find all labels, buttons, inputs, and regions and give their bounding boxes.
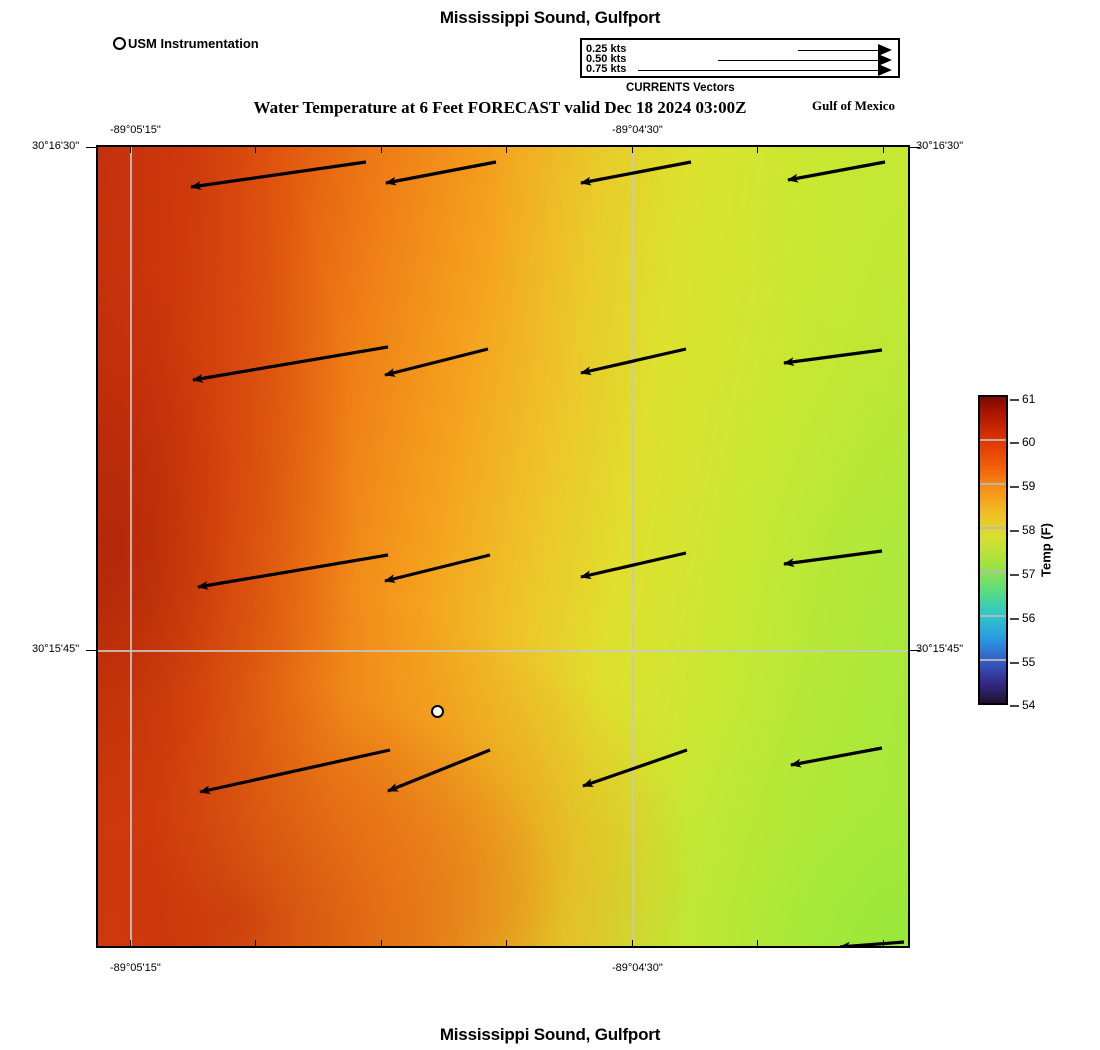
currents-legend-shaft [718, 60, 878, 61]
axis-tick-bottom [757, 940, 758, 946]
axis-tick-top [506, 147, 507, 153]
footer-title: Mississippi Sound, Gulfport [439, 1025, 661, 1044]
page-title: Mississippi Sound, Gulfport [439, 8, 661, 27]
colorbar-title: Temp (F) [1038, 523, 1054, 577]
currents-legend-row: 0.50 kts [582, 53, 902, 66]
axis-tick-top [255, 147, 256, 153]
axis-tick-bottom [255, 940, 256, 946]
arrow-head-icon [878, 64, 892, 76]
axis-tick-top [130, 147, 131, 153]
circle-marker-icon [113, 37, 126, 50]
colorbar-tick-label: 55 [1022, 655, 1036, 669]
colorbar-tick-label: 61 [1022, 392, 1036, 406]
usm-legend-label: USM Instrumentation [128, 36, 259, 51]
arrow-head-icon [878, 44, 892, 56]
axis-tick-bottom [130, 940, 131, 946]
axis-label-lat-right-1: 30°16'30" [916, 140, 964, 152]
axis-tick-top [632, 147, 633, 153]
currents-legend-shaft [798, 50, 878, 51]
axis-tick-bottom [632, 940, 633, 946]
axis-tick-right [910, 147, 920, 148]
colorbar-scale: 61 60 59 58 57 56 55 54 [978, 392, 1035, 712]
temperature-map[interactable] [96, 145, 910, 948]
axis-tick-top [883, 147, 884, 153]
currents-vectors-legend: 0.25 kts 0.50 kts 0.75 kts [580, 38, 900, 78]
colorbar-tick-label: 57 [1022, 567, 1036, 581]
gridline-lat-1 [98, 650, 908, 652]
axis-label-lon-top-2: -89°04'30" [612, 124, 663, 136]
colorbar-tick-label: 59 [1022, 479, 1036, 493]
axis-label-lat-right-2: 30°15'45" [916, 643, 964, 655]
chart-subtitle: Water Temperature at 6 Feet FORECAST val… [253, 98, 747, 117]
currents-legend-label: 0.50 kts [586, 53, 627, 65]
axis-tick-bottom [506, 940, 507, 946]
axis-label-lon-bottom-2: -89°04'30" [612, 962, 663, 974]
currents-legend-row: 0.75 kts [582, 63, 902, 76]
currents-legend-label: 0.25 kts [586, 43, 627, 55]
axis-tick-top [757, 147, 758, 153]
axis-tick-bottom [883, 940, 884, 946]
axis-label-lon-top-1: -89°05'15" [110, 124, 161, 136]
usm-instrumentation-legend: USM Instrumentation [113, 36, 259, 51]
arrow-head-icon [878, 54, 892, 66]
colorbar-tick-label: 56 [1022, 611, 1036, 625]
temperature-field [98, 147, 908, 946]
usm-station-marker[interactable] [431, 705, 444, 718]
axis-label-lat-left-2: 30°15'45" [32, 643, 80, 655]
region-label: Gulf of Mexico [812, 98, 896, 113]
axis-tick-right [910, 650, 920, 651]
temp-gradient-mid-warm-band [98, 147, 908, 946]
colorbar-tick-label: 54 [1022, 698, 1036, 712]
colorbar: 61 60 59 58 57 56 55 54 Temp (F) [978, 392, 1054, 712]
colorbar-gradient [980, 397, 1006, 703]
axis-label-lon-bottom-1: -89°05'15" [110, 962, 161, 974]
colorbar-tick-label: 60 [1022, 435, 1036, 449]
currents-legend-row: 0.25 kts [582, 43, 902, 56]
colorbar-tick-label: 58 [1022, 523, 1036, 537]
currents-legend-caption: CURRENTS Vectors [626, 82, 735, 94]
gridline-lon-2 [632, 147, 634, 946]
axis-tick-top [381, 147, 382, 153]
currents-legend-shaft [638, 70, 878, 71]
axis-tick-left [86, 147, 96, 148]
axis-tick-bottom [381, 940, 382, 946]
currents-legend-label: 0.75 kts [586, 63, 627, 75]
axis-tick-left [86, 650, 96, 651]
axis-label-lat-left-1: 30°16'30" [32, 140, 80, 152]
gridline-lon-1 [130, 147, 132, 946]
